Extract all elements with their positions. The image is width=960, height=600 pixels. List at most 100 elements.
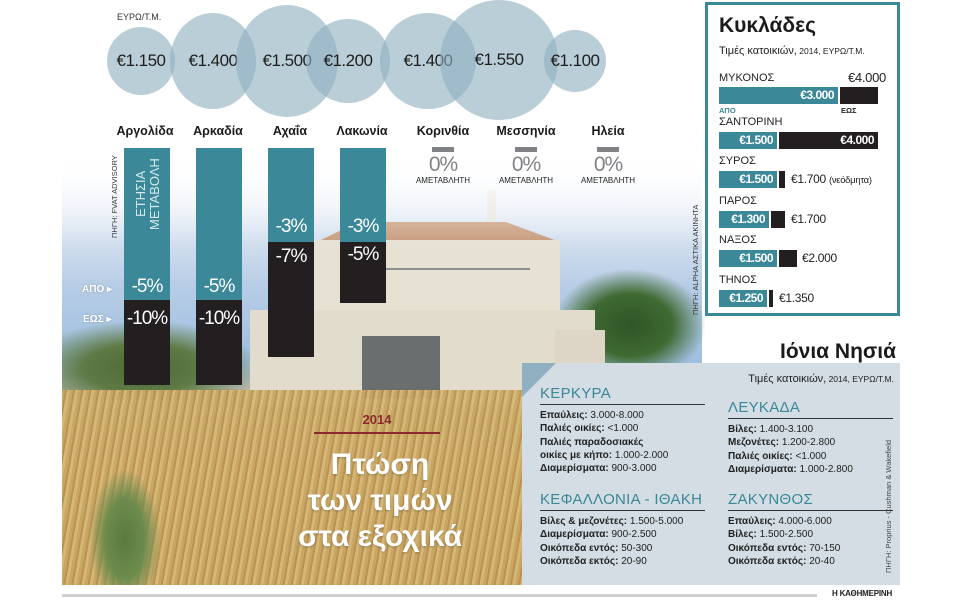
bubble-value: €1.200 xyxy=(323,51,374,70)
price-row: Διαμερίσματα: 900-3.000 xyxy=(540,462,705,475)
naxos-to-value: €2.000 xyxy=(802,251,837,265)
tinos-to-bar xyxy=(769,290,773,307)
island-mykonos: ΜΥΚΟΝΟΣ xyxy=(719,72,775,84)
island-name: ΚΕΦΑΛΛΟΝΙΑ - ΙΘΑΚΗ xyxy=(540,491,705,511)
price-key: Οικόπεδα εκτός: xyxy=(540,555,619,567)
price-row: Διαμερίσματα: 1.000-2.800 xyxy=(728,463,893,476)
price-key: Παλιές παραδοσιακές xyxy=(540,436,644,448)
santorini-from-bar: €1.500 xyxy=(719,132,777,149)
syros-to-text: €1.700 xyxy=(791,172,826,186)
headline-line: των τιμών xyxy=(307,484,453,517)
tinos-from-bar: €1.250 xyxy=(719,290,767,307)
ionian-title: Ιόνια Νησιά xyxy=(780,340,897,363)
year-underline xyxy=(314,432,440,434)
bar-from-segment xyxy=(196,148,242,300)
price-value: 70-150 xyxy=(806,542,841,554)
price-value: 900-3.000 xyxy=(608,463,657,475)
price-row: Παλιές οικίες: <1.000 xyxy=(728,450,893,463)
region-ileia: Ηλεία xyxy=(591,124,625,138)
price-key: Διαμερίσματα: xyxy=(540,529,609,541)
price-key: Διαμερίσματα: xyxy=(728,463,797,475)
island-kerkyra: ΚΕΡΚΥΡΑ Επαύλεις: 3.000-8.000 Παλιές οικ… xyxy=(540,385,705,475)
bar-from-segment xyxy=(124,148,170,300)
island-paros: ΠΑΡΟΣ xyxy=(719,195,757,207)
footer-brand: Η ΚΑΘΗΜΕΡΙΝΗ xyxy=(832,589,893,598)
price-row: Διαμερίσματα: 900-2.500 xyxy=(540,528,705,541)
price-row: Παλιές οικίες: <1.000 xyxy=(540,422,705,435)
mykonos-from-bar: €3.000 xyxy=(719,87,838,104)
price-row: Επαύλεις: 4.000-6.000 xyxy=(728,515,893,528)
bubble-value: €1.500 xyxy=(262,51,313,70)
naxos-to-bar xyxy=(779,250,797,267)
zero-dash xyxy=(432,147,454,152)
bubble-value: €1.150 xyxy=(116,51,167,70)
pct-to: -10% xyxy=(126,308,168,329)
headline-year: 2014 xyxy=(362,412,392,427)
subtitle-small: 2014, ΕΥΡΩ/Τ.Μ. xyxy=(826,374,894,384)
annual-change-label: ΕΤΗΣΙΑ ΜΕΤΑΒΟΛΗ xyxy=(133,154,162,234)
region-korinthia: Κορινθία xyxy=(416,124,470,138)
house-garage xyxy=(362,336,440,398)
zero-pct: 0% xyxy=(511,153,541,176)
to-label: ΕΩΣ xyxy=(841,106,857,115)
house-balcony xyxy=(385,268,530,270)
bar-lakonia: -3% -5% xyxy=(340,148,386,303)
mykonos-to-bar xyxy=(840,87,878,104)
zero-note: ΑΜΕΤΑΒΛΗΤΗ xyxy=(498,176,554,185)
bubble-value: €1.100 xyxy=(550,51,601,70)
region-achaia: Αχαΐα xyxy=(272,124,308,138)
marker-to: ΕΩΣ ▸ xyxy=(83,314,112,325)
pct-to: -5% xyxy=(347,244,380,265)
subtitle-small: 2014, ΕΥΡΩ/Τ.Μ. xyxy=(796,46,865,56)
island-lefkada: ΛΕΥΚΑΔΑ Βίλες: 1.400-3.100 Μεζονέτες: 1.… xyxy=(728,399,893,476)
source-alpha: ΠΗΓΗ: ALPHA ΑΣΤΙΚΑ ΑΚΙΝΗΤΑ xyxy=(691,204,700,315)
region-argolida: Αργολίδα xyxy=(116,124,174,138)
price-key: Βίλες & μεζονέτες: xyxy=(540,516,628,527)
headline: Πτώση των τιμών στα εξοχικά xyxy=(290,447,470,555)
island-naxos: ΝΑΞΟΣ xyxy=(719,234,757,246)
price-key: Διαμερίσματα: xyxy=(540,463,609,475)
price-value: 1.500-2.500 xyxy=(756,529,814,541)
bar-to-segment xyxy=(340,242,386,303)
marker-from: ΑΠΟ ▸ xyxy=(82,284,113,295)
price-row: Βίλες: 1.500-2.500 xyxy=(728,528,893,541)
subtitle-main: Τιμές κατοικιών, xyxy=(748,373,827,385)
source-fvat: ΠΗΓΗ: FVAT ADVISORY xyxy=(110,155,119,238)
region-arkadia: Αρκαδία xyxy=(193,124,243,138)
price-value: 1.500-5.000 xyxy=(627,516,684,527)
price-value: 20-90 xyxy=(618,555,647,567)
price-value: <1.000 xyxy=(792,450,827,462)
price-value: 20-40 xyxy=(806,555,835,567)
santorini-to-bar: €4.000 xyxy=(779,132,878,149)
price-row: Επαύλεις: 3.000-8.000 xyxy=(540,409,705,422)
pct-from: -5% xyxy=(131,276,164,297)
price-value: 1.200-2.800 xyxy=(779,437,836,449)
zero-note: ΑΜΕΤΑΒΛΗΤΗ xyxy=(580,176,636,185)
bar-to-segment xyxy=(124,300,170,385)
price-value: 1.000-2.800 xyxy=(796,463,853,475)
syros-to-bar xyxy=(779,171,785,188)
price-row: Οικόπεδα εντός: 50-300 xyxy=(540,542,705,555)
bubble-messinia: €1.550 xyxy=(440,0,558,120)
pct-from: -5% xyxy=(203,276,236,297)
price-row: Βίλες & μεζονέτες: 1.500-5.000 xyxy=(540,515,705,528)
price-value: 900-2.500 xyxy=(608,529,657,541)
price-value: 3.000-8.000 xyxy=(587,410,644,421)
zero-ileia: 0% ΑΜΕΤΑΒΛΗΤΗ xyxy=(563,147,653,185)
bar-achaia: -3% -7% xyxy=(268,148,314,357)
price-key: Οικόπεδα εντός: xyxy=(540,542,619,554)
zero-messinia: 0% ΑΜΕΤΑΒΛΗΤΗ xyxy=(481,147,571,185)
headline-line: Πτώση xyxy=(330,448,430,481)
bubble-ileia: €1.100 xyxy=(544,30,606,92)
price-key: οικίες με κήπο: xyxy=(540,449,613,461)
price-row: Μεζονέτες: 1.200-2.800 xyxy=(728,436,893,449)
annual-change-label-line2: ΜΕΤΑΒΟΛΗ xyxy=(147,158,162,230)
source-proprius: ΠΗΓΗ: Proprius - Cushman & Wakefield xyxy=(884,439,893,573)
bubble-lakonia: €1.200 xyxy=(306,19,390,103)
bar-argolida: ΕΤΗΣΙΑ ΜΕΤΑΒΟΛΗ -5% -10% xyxy=(124,148,170,385)
cyclades-title: Κυκλάδες xyxy=(719,14,817,37)
pct-from: -3% xyxy=(347,216,380,237)
house-upper-floor xyxy=(300,240,560,320)
price-key: Βίλες: xyxy=(728,529,757,541)
unit-label: ΕΥΡΩ/Τ.Μ. xyxy=(117,12,162,22)
